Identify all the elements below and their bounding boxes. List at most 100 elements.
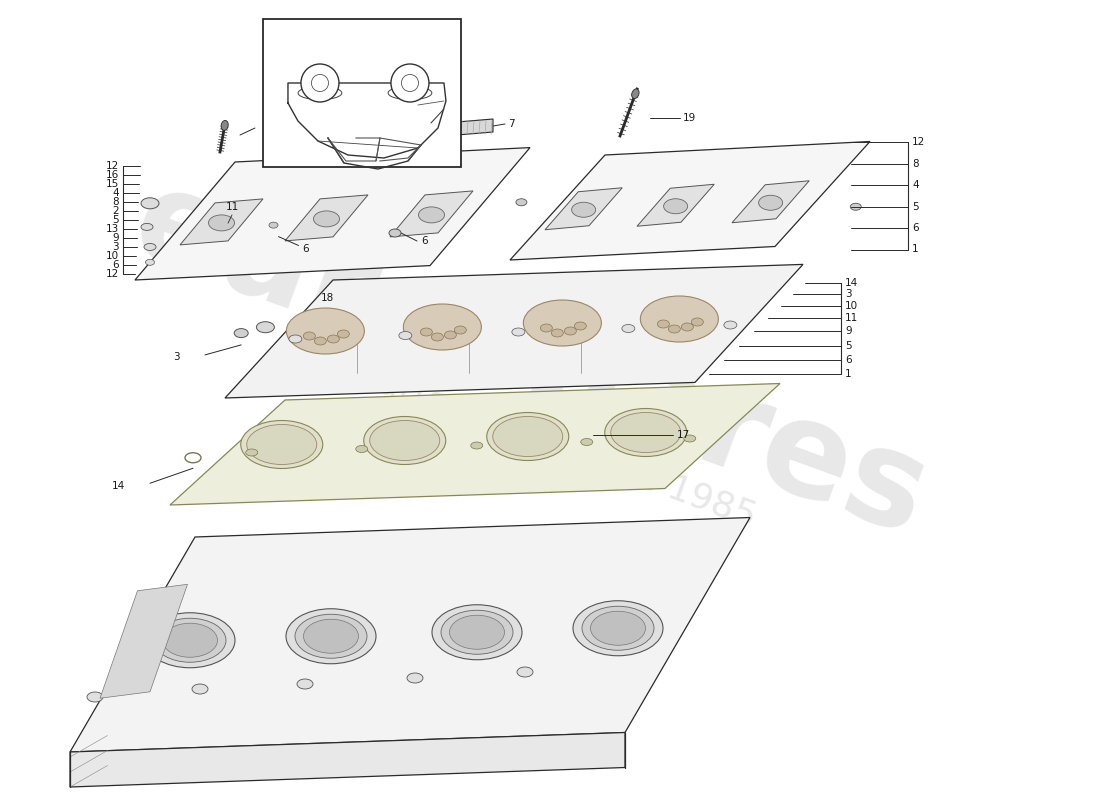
Ellipse shape: [512, 328, 525, 336]
Ellipse shape: [399, 331, 411, 339]
Ellipse shape: [163, 623, 218, 658]
Text: 7: 7: [508, 119, 515, 129]
Text: 14: 14: [112, 482, 125, 491]
Ellipse shape: [692, 318, 703, 326]
Polygon shape: [70, 518, 750, 752]
Text: 19: 19: [683, 113, 696, 123]
Ellipse shape: [605, 409, 686, 457]
Text: 17: 17: [676, 430, 691, 439]
Ellipse shape: [431, 333, 443, 341]
Ellipse shape: [582, 606, 654, 650]
Text: 11: 11: [845, 313, 858, 323]
Ellipse shape: [301, 64, 339, 102]
Polygon shape: [637, 184, 714, 226]
Ellipse shape: [241, 421, 322, 469]
Ellipse shape: [471, 442, 483, 449]
Ellipse shape: [304, 332, 316, 340]
Ellipse shape: [245, 449, 257, 456]
Text: 10: 10: [845, 301, 858, 310]
Ellipse shape: [684, 435, 695, 442]
Ellipse shape: [454, 326, 466, 334]
Ellipse shape: [364, 417, 446, 465]
Polygon shape: [285, 195, 369, 241]
Text: 1: 1: [912, 245, 918, 254]
Ellipse shape: [573, 601, 663, 656]
Text: 1: 1: [845, 370, 851, 379]
Ellipse shape: [390, 64, 429, 102]
Ellipse shape: [370, 421, 440, 461]
Text: 5: 5: [112, 215, 119, 225]
Text: 6: 6: [112, 260, 119, 270]
Polygon shape: [446, 119, 493, 136]
Ellipse shape: [306, 93, 313, 102]
Ellipse shape: [87, 692, 103, 702]
Polygon shape: [390, 191, 473, 237]
Ellipse shape: [209, 215, 234, 231]
Ellipse shape: [591, 611, 646, 646]
Text: 3: 3: [845, 290, 851, 299]
Text: a parts online since 1985: a parts online since 1985: [320, 346, 760, 534]
Ellipse shape: [270, 222, 278, 228]
Ellipse shape: [540, 324, 552, 332]
Text: 19: 19: [358, 117, 372, 127]
Ellipse shape: [328, 335, 340, 343]
Ellipse shape: [450, 615, 505, 650]
Ellipse shape: [355, 446, 367, 453]
Text: 12: 12: [912, 138, 925, 147]
Text: 9: 9: [112, 233, 119, 243]
Text: 6: 6: [912, 223, 918, 233]
Ellipse shape: [221, 121, 228, 130]
Text: 12: 12: [106, 161, 119, 170]
Ellipse shape: [621, 325, 635, 333]
Ellipse shape: [581, 438, 593, 446]
Ellipse shape: [144, 243, 156, 250]
Ellipse shape: [141, 223, 153, 230]
Ellipse shape: [402, 74, 418, 91]
Ellipse shape: [145, 613, 235, 668]
Polygon shape: [180, 199, 263, 245]
Polygon shape: [510, 142, 870, 260]
Ellipse shape: [610, 413, 681, 453]
Ellipse shape: [297, 679, 313, 689]
Ellipse shape: [314, 211, 340, 227]
Text: 3: 3: [174, 352, 180, 362]
Text: 13: 13: [106, 224, 119, 234]
Text: 3: 3: [112, 242, 119, 252]
Ellipse shape: [441, 610, 513, 654]
Ellipse shape: [572, 202, 595, 218]
Ellipse shape: [192, 684, 208, 694]
Text: 4: 4: [912, 180, 918, 190]
Text: 8: 8: [912, 159, 918, 169]
Ellipse shape: [724, 321, 737, 329]
Ellipse shape: [432, 605, 522, 660]
Ellipse shape: [524, 300, 602, 346]
Ellipse shape: [493, 417, 563, 457]
Text: 14: 14: [845, 278, 858, 288]
Text: 10: 10: [106, 251, 119, 261]
Text: eurospares: eurospares: [117, 158, 944, 562]
Ellipse shape: [311, 74, 329, 91]
Ellipse shape: [407, 673, 424, 683]
Ellipse shape: [404, 304, 482, 350]
Ellipse shape: [759, 195, 782, 210]
Ellipse shape: [145, 259, 154, 266]
Text: 6: 6: [302, 244, 309, 254]
Polygon shape: [100, 584, 187, 698]
Ellipse shape: [154, 618, 226, 662]
Polygon shape: [226, 264, 803, 398]
Text: 8: 8: [112, 197, 119, 206]
Ellipse shape: [295, 614, 367, 658]
Text: 4: 4: [112, 188, 119, 198]
Text: 15: 15: [106, 178, 119, 189]
Text: 6: 6: [421, 236, 428, 246]
Ellipse shape: [516, 198, 527, 206]
Ellipse shape: [486, 413, 569, 461]
Ellipse shape: [304, 619, 359, 654]
Ellipse shape: [315, 337, 327, 345]
Ellipse shape: [256, 322, 274, 333]
Ellipse shape: [663, 198, 688, 214]
Ellipse shape: [551, 329, 563, 337]
Ellipse shape: [631, 89, 639, 98]
Polygon shape: [170, 383, 780, 505]
Bar: [263, 19, 461, 167]
